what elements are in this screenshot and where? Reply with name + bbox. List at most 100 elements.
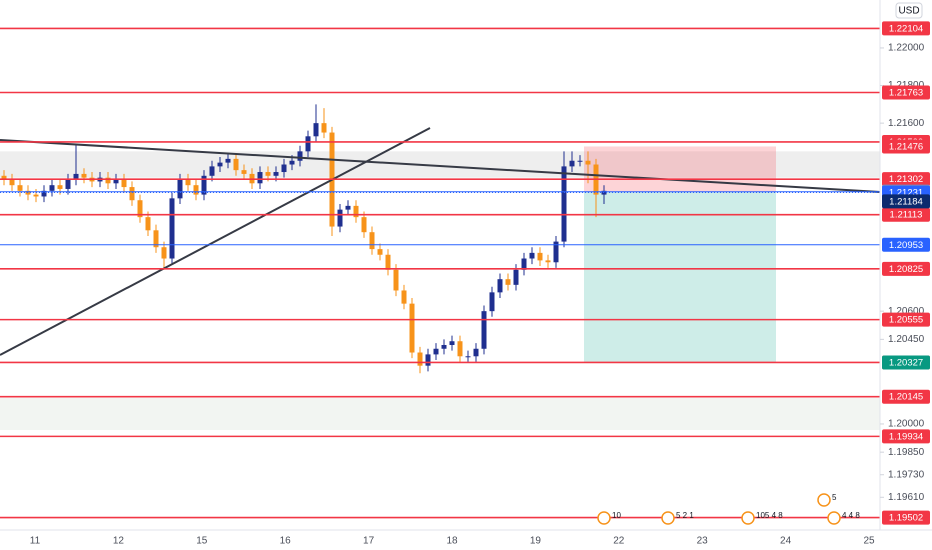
price-label: 1.21763	[889, 88, 923, 99]
candle-body	[281, 164, 287, 173]
candle-body	[385, 254, 391, 270]
candle-body	[41, 190, 47, 197]
x-tick-label: 11	[30, 536, 41, 547]
price-label: 1.21113	[890, 210, 923, 221]
price-label: 1.19934	[889, 431, 923, 442]
event-icon	[661, 511, 675, 525]
candle-body	[577, 160, 583, 162]
price-label-box	[882, 21, 930, 36]
candle-body	[569, 160, 575, 167]
candle-body	[217, 162, 223, 167]
x-tick-label: 19	[530, 536, 542, 547]
event-icon	[597, 511, 611, 525]
candle-body	[25, 190, 31, 195]
price-label: 1.20953	[889, 240, 923, 251]
candle-body	[65, 179, 71, 189]
x-tick-label: 22	[613, 536, 625, 547]
candle-body	[265, 172, 271, 176]
event-icon	[827, 511, 841, 525]
price-label-box	[882, 85, 930, 100]
y-tick-label: 1.21600	[888, 118, 925, 129]
event-label: 4 4 8	[842, 511, 860, 520]
price-label-box	[882, 139, 930, 154]
candle-body	[273, 172, 279, 176]
target-zone	[584, 191, 776, 363]
candle-body	[473, 348, 479, 357]
y-tick-label: 1.20000	[888, 419, 925, 430]
trend-line	[0, 127, 431, 356]
candle-body	[425, 354, 431, 366]
price-label: 1.20145	[889, 392, 923, 403]
candle-body	[209, 166, 215, 176]
candle-body	[57, 185, 63, 189]
candle-body	[121, 179, 127, 188]
candle-body	[289, 160, 295, 165]
price-label: 1.21184	[889, 196, 923, 207]
candle-body	[225, 158, 231, 163]
price-label-box	[882, 312, 930, 327]
price-label: 1.20825	[889, 264, 923, 275]
candle-body	[137, 200, 143, 218]
currency-label: USD	[898, 6, 919, 17]
x-tick-label: 23	[697, 536, 709, 547]
price-label-box	[882, 237, 930, 252]
candle-body	[417, 352, 423, 366]
candle-body	[401, 290, 407, 304]
candle-body	[353, 205, 359, 218]
candle-body	[377, 249, 383, 255]
candle-body	[441, 344, 447, 349]
y-tick-label: 1.20450	[888, 334, 925, 345]
candle-body	[177, 179, 183, 199]
price-label: 1.20327	[889, 357, 923, 368]
y-tick-label: 1.19850	[888, 447, 925, 458]
candle-body	[201, 175, 207, 195]
candle-body	[505, 279, 511, 285]
candle-body	[193, 185, 199, 195]
candle-body	[113, 179, 119, 184]
price-label-box	[882, 194, 930, 209]
candle-body	[553, 241, 559, 263]
y-tick-label: 1.22000	[888, 43, 925, 54]
candle-body	[561, 166, 567, 242]
candle-body	[521, 258, 527, 270]
price-label-box	[882, 355, 930, 370]
candle-body	[33, 194, 39, 197]
candle-body	[169, 198, 175, 259]
price-label-box	[882, 172, 930, 187]
zone	[0, 151, 880, 178]
price-label: 1.21302	[889, 174, 923, 185]
candle-body	[313, 123, 319, 137]
price-label-box	[882, 207, 930, 222]
candle-body	[145, 217, 151, 231]
price-label-box	[882, 510, 930, 525]
candle-body	[337, 209, 343, 227]
candle-body	[81, 173, 87, 178]
candle-body	[513, 269, 519, 285]
x-tick-label: 12	[113, 536, 125, 547]
event-label: 10	[612, 511, 621, 520]
candle-body	[585, 160, 591, 165]
x-tick-label: 18	[446, 536, 458, 547]
candle-body	[345, 205, 351, 210]
chart-underlay	[0, 146, 880, 430]
currency-box[interactable]	[895, 2, 923, 19]
candle-body	[241, 170, 247, 174]
event-label: 5 2 1	[676, 511, 694, 520]
candle-body	[529, 252, 535, 259]
price-label: 1.21231	[889, 188, 923, 199]
price-label: 1.22104	[889, 23, 923, 34]
event-icon	[817, 493, 831, 507]
trend-lines	[0, 127, 881, 356]
candle-body	[489, 292, 495, 312]
candle-body	[361, 217, 367, 233]
candle-body	[545, 260, 551, 263]
x-tick-label: 25	[863, 536, 875, 547]
candle-body	[537, 252, 543, 261]
zone	[0, 398, 880, 430]
candle-body	[153, 230, 159, 248]
y-tick-label: 1.19730	[888, 469, 925, 480]
candle-body	[9, 179, 15, 186]
candle-body	[465, 356, 471, 358]
